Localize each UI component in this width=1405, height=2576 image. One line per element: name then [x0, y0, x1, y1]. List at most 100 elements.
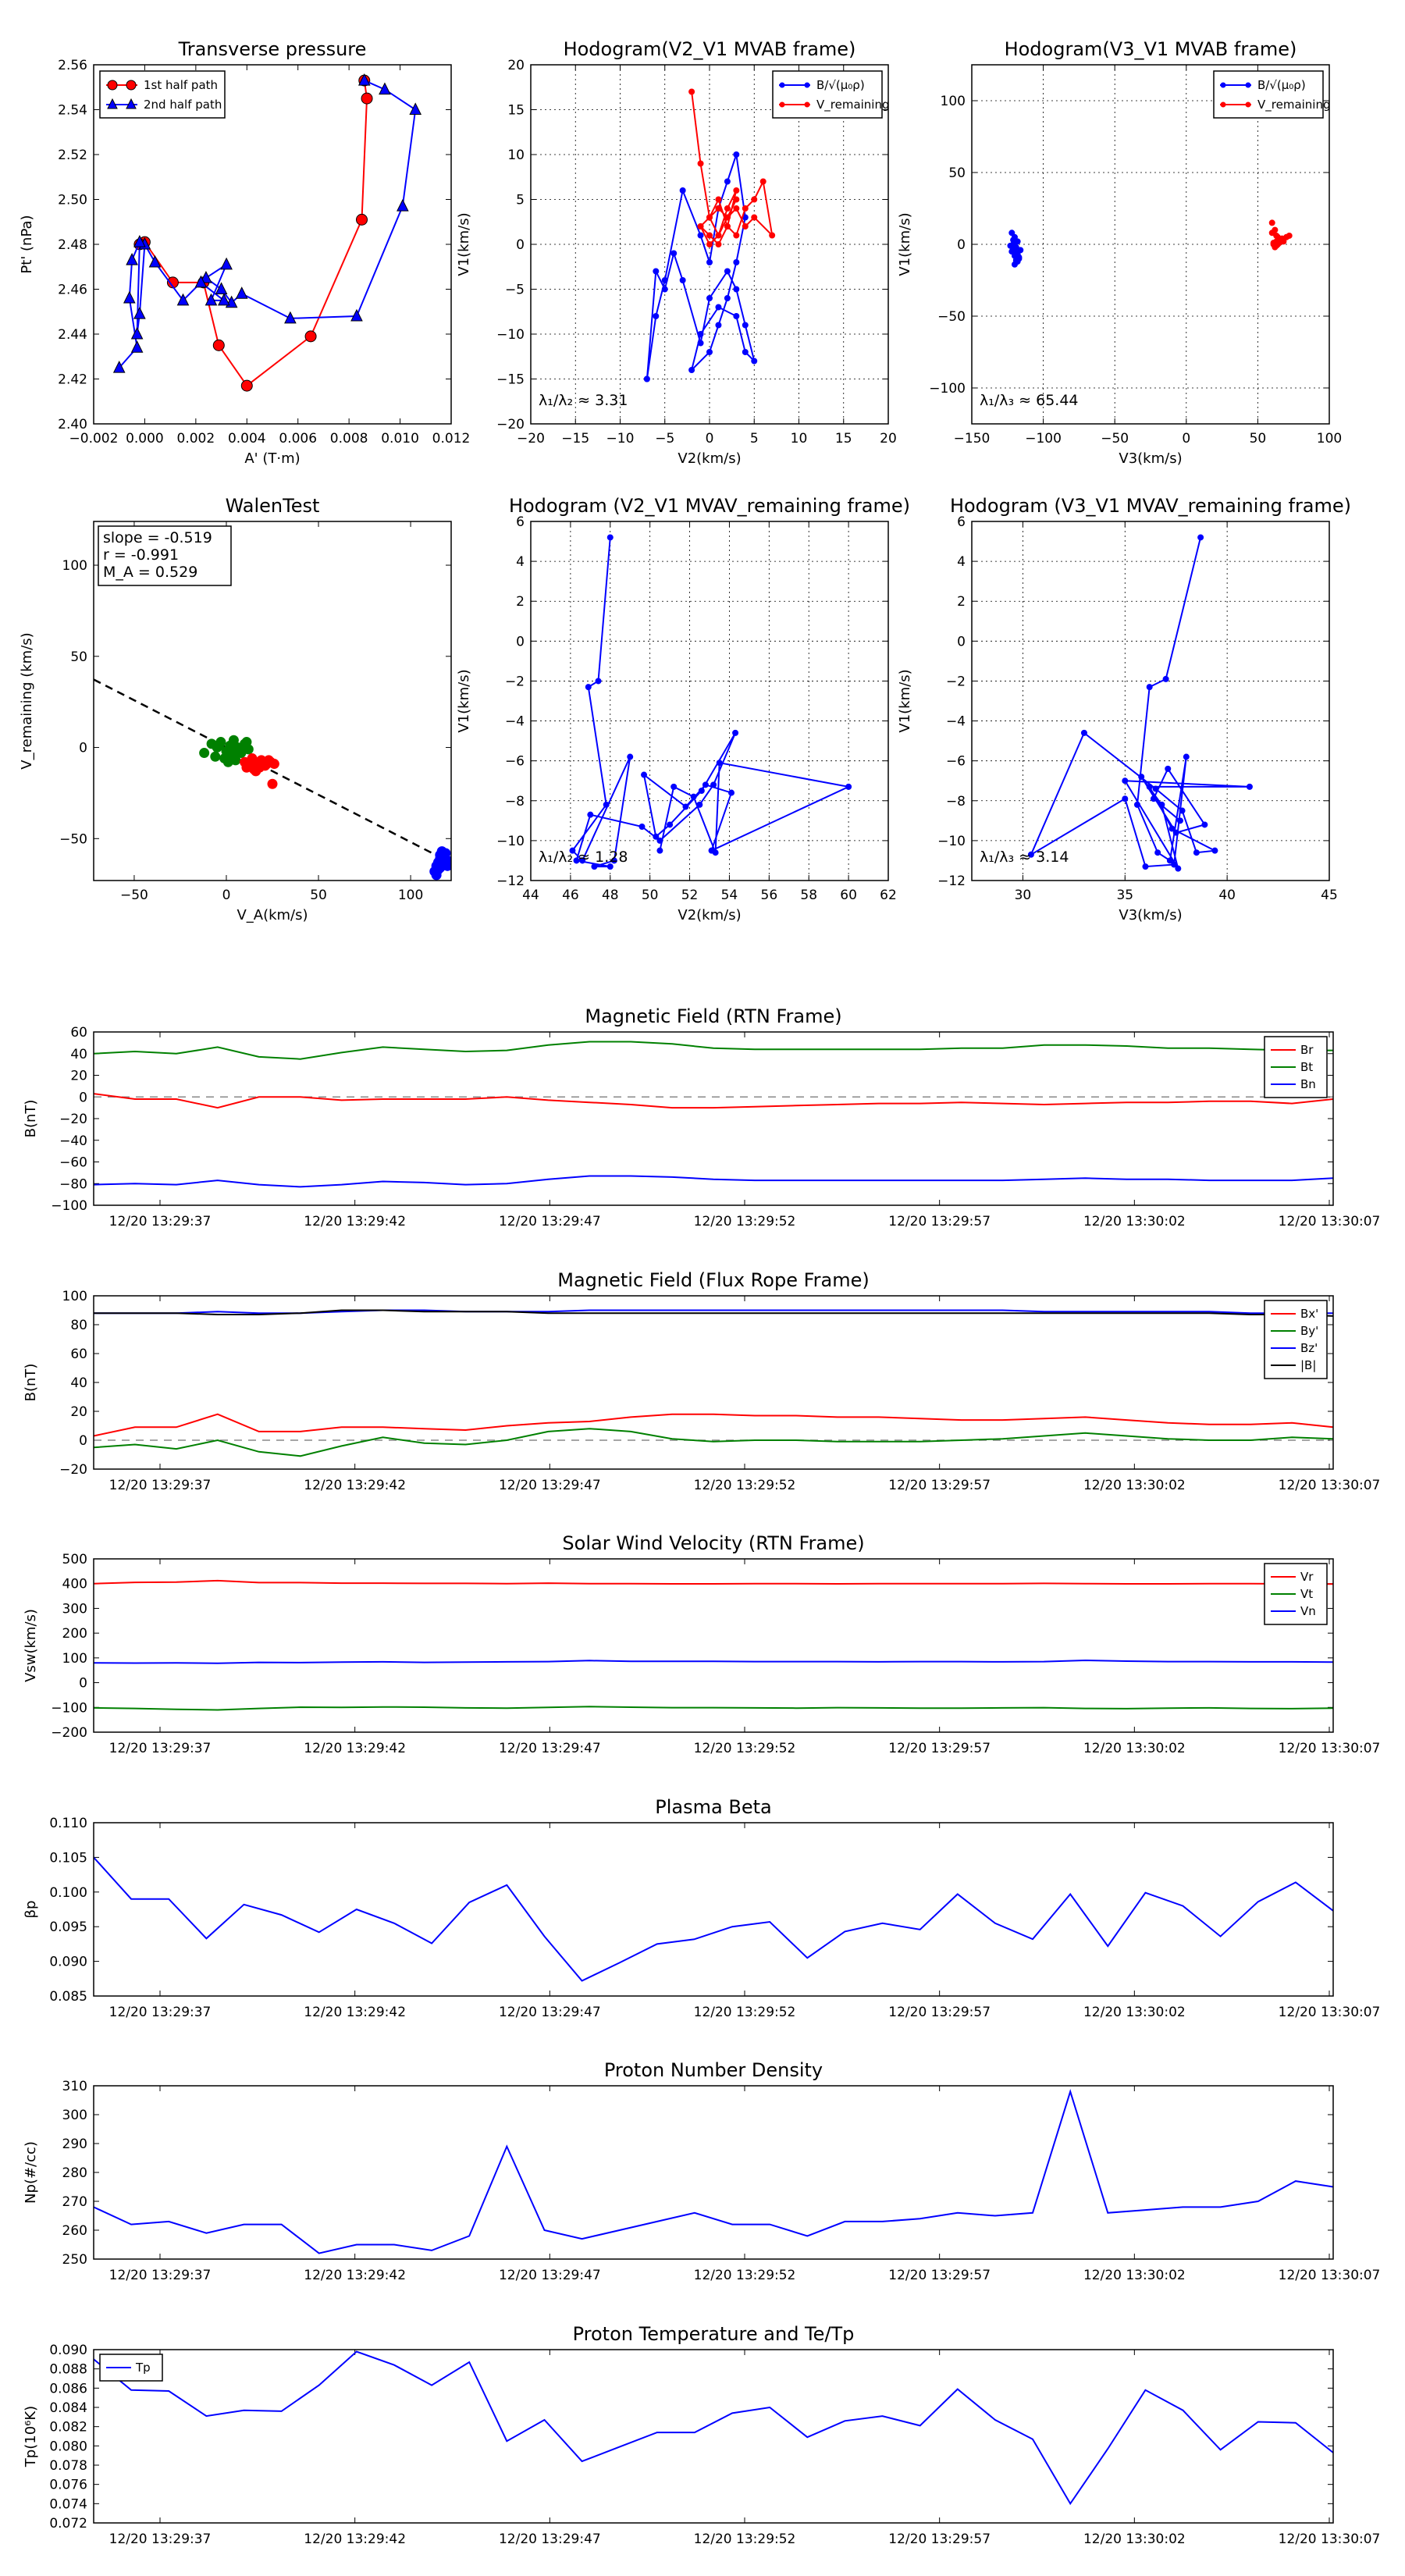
data-point: [724, 268, 731, 275]
x-tick-label: 35: [1116, 888, 1133, 903]
y-axis-label: Pt' (nPa): [19, 215, 35, 273]
data-point: [716, 760, 723, 767]
fit-line: [94, 678, 451, 864]
data-point: [1017, 247, 1024, 254]
data-point: [603, 801, 610, 808]
y-tick-label: 20: [70, 1404, 87, 1420]
data-point: [1171, 861, 1178, 868]
y-tick-label: −20: [59, 1112, 87, 1127]
data-point: [148, 254, 162, 268]
x-tick-label: 45: [1321, 888, 1338, 903]
data-point: [679, 187, 686, 194]
x-axis-label: A' (T·m): [244, 450, 300, 467]
plot-frame: [530, 521, 889, 881]
legend-marker: [126, 80, 137, 91]
data-point: [284, 311, 297, 324]
data-point: [241, 762, 252, 773]
x-tick-label: 12/20 13:29:42: [304, 1741, 406, 1756]
x-tick-label: −100: [1025, 431, 1062, 447]
y-tick-label: −10: [937, 834, 966, 849]
legend-label: Bx': [1300, 1307, 1318, 1321]
chart-hodo_v2v1: −20 −15 −10 −5 0 5 10 15 20 −20 −15 −10 −5 0 5 10 15 20 V2…: [456, 38, 897, 467]
eigenvalue-ratio: λ₁/λ₃ ≈ 65.44: [980, 392, 1079, 409]
data-point: [742, 205, 749, 212]
x-tick-label: 60: [840, 888, 857, 903]
legend-marker: [1220, 101, 1226, 108]
chart-hodo_v2v1_rem: 44 46 48 50 52 54 56 58 60 62−12−10−8−6−4−20246V2…: [456, 495, 910, 923]
y-tick-label: 0: [516, 634, 525, 649]
data-point: [1275, 240, 1282, 247]
series-line-Bt: [93, 1041, 1333, 1060]
data-point: [682, 803, 689, 810]
data-point: [742, 322, 749, 329]
x-tick-label: 12/20 13:29:47: [499, 1741, 601, 1756]
y-tick-label: 2: [957, 594, 966, 610]
y-tick-label: −100: [51, 1198, 87, 1214]
chart-title: Magnetic Field (Flux Rope Frame): [557, 1269, 869, 1291]
y-tick-label: 310: [62, 2079, 87, 2094]
data-point: [1175, 865, 1182, 872]
y-tick-label: 0: [79, 1090, 87, 1105]
legend-label: Tp: [135, 2361, 151, 2375]
data-point: [706, 349, 713, 355]
y-tick-label: 100: [62, 1289, 87, 1304]
x-tick-label: 5: [750, 431, 759, 447]
data-point: [679, 277, 686, 283]
data-point: [697, 223, 704, 229]
plot-area: [1027, 534, 1253, 872]
plot-frame: [971, 521, 1330, 881]
x-tick-label: 0.004: [228, 431, 266, 447]
y-tick-label: 0.084: [49, 2400, 87, 2416]
chart-title: WalenTest: [226, 495, 320, 517]
data-point: [697, 340, 704, 347]
data-point: [1158, 801, 1165, 808]
data-point: [697, 232, 704, 239]
x-tick-label: 12/20 13:29:42: [304, 2268, 406, 2283]
data-point: [1027, 851, 1034, 858]
data-point: [587, 811, 594, 818]
data-point: [715, 304, 722, 311]
data-point: [1268, 229, 1275, 237]
data-point: [733, 313, 740, 319]
y-tick-label: 0.086: [49, 2381, 87, 2396]
y-tick-label: 6: [516, 514, 525, 530]
y-tick-label: 20: [70, 1069, 87, 1084]
data-point: [697, 331, 704, 337]
y-tick-label: 0.080: [49, 2439, 87, 2454]
y-axis-label: V1(km/s): [456, 212, 472, 276]
plot-frame: [93, 1822, 1334, 1997]
x-tick-label: 50: [1250, 431, 1267, 447]
legend-marker: [779, 101, 785, 108]
legend-box: [99, 70, 226, 119]
y-tick-label: −5: [505, 283, 525, 298]
chart-magrtn: 12/20 13:29:37 12/20 13:29:42 12/20 13:29:…: [23, 1005, 1380, 1229]
data-point: [112, 361, 126, 373]
data-point: [585, 684, 592, 691]
data-point: [350, 308, 363, 322]
data-point: [742, 223, 749, 229]
y-tick-label: 0.085: [49, 1989, 87, 2005]
x-axis-label: V2(km/s): [678, 450, 741, 467]
series-line-0: [139, 80, 368, 387]
legend-label: Bz': [1300, 1341, 1318, 1355]
legend-label: Vr: [1300, 1570, 1314, 1584]
series-line-By': [93, 1428, 1334, 1457]
data-point: [702, 781, 709, 788]
y-tick-label: −2: [505, 674, 525, 689]
data-point: [698, 788, 705, 794]
x-tick-label: 12/20 13:29:57: [888, 2532, 991, 2547]
legend-marker: [107, 98, 118, 109]
eigenvalue-ratio: λ₁/λ₂ ≈ 3.31: [539, 392, 628, 409]
x-tick-label: 46: [562, 888, 579, 903]
x-tick-label: 50: [310, 888, 327, 903]
data-point: [742, 349, 749, 355]
chart-hodo_v3v1_rem: 30 35 40 45 −12 −10 −8 −6 −4 −2 0 2 4 6 V3(km/s) V1(km/…: [897, 495, 1351, 923]
x-tick-label: 12/20 13:30:02: [1083, 2005, 1186, 2020]
data-point: [1246, 783, 1253, 790]
legend-box: [772, 70, 883, 119]
x-tick-label: 12/20 13:29:37: [109, 2532, 212, 2547]
y-axis-label: Tp(10⁶K): [23, 2406, 39, 2467]
plot-area: [94, 678, 451, 881]
y-tick-label: 260: [62, 2223, 87, 2239]
y-tick-label: −4: [505, 714, 525, 730]
